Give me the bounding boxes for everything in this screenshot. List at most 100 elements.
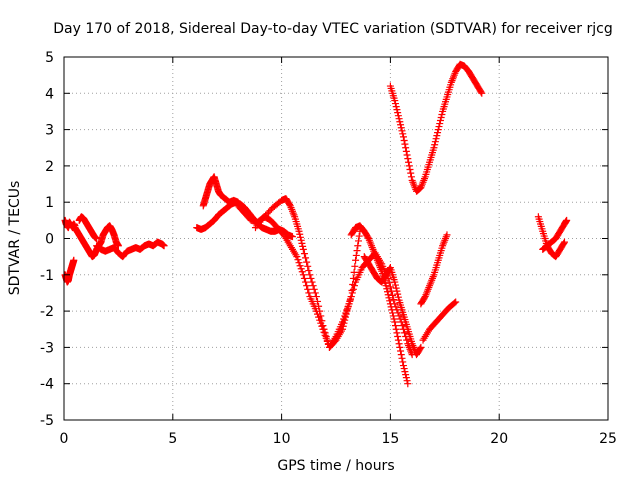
- data-point: [406, 166, 414, 174]
- data-point: [296, 230, 304, 238]
- data-point: [443, 231, 451, 239]
- data-point: [288, 233, 296, 241]
- data-point: [391, 97, 399, 105]
- y-tick-label: -3: [40, 340, 54, 356]
- x-tick-label: 25: [599, 431, 617, 447]
- data-point: [431, 141, 439, 149]
- data-point: [341, 313, 349, 321]
- data-point: [434, 126, 442, 134]
- data-point: [396, 343, 404, 351]
- data-point: [403, 151, 411, 159]
- data-point: [390, 296, 398, 304]
- data-point: [70, 256, 78, 264]
- data-point: [398, 354, 406, 362]
- data-point: [295, 227, 303, 235]
- data-point: [385, 294, 393, 302]
- data-point: [387, 303, 395, 311]
- data-point: [340, 319, 348, 327]
- data-point: [382, 282, 390, 290]
- data-point: [431, 138, 439, 146]
- data-point: [350, 268, 358, 276]
- data-point: [318, 317, 326, 325]
- data-point: [323, 336, 331, 344]
- data-point: [317, 312, 325, 320]
- data-point: [385, 279, 393, 287]
- data-point: [391, 100, 399, 108]
- data-point: [417, 343, 425, 351]
- data-point: [430, 144, 438, 152]
- data-point: [398, 127, 406, 135]
- data-point: [339, 325, 347, 333]
- data-point: [402, 371, 410, 379]
- data-point: [391, 318, 399, 326]
- data-point: [296, 233, 304, 241]
- data-point: [339, 322, 347, 330]
- data-point: [296, 262, 304, 270]
- data-point: [397, 121, 405, 129]
- data-point: [560, 239, 568, 247]
- series-track-g: [199, 173, 242, 210]
- data-point: [383, 288, 391, 296]
- data-point: [394, 109, 402, 117]
- series-track-p: [539, 216, 571, 253]
- data-point: [433, 132, 441, 140]
- data-point: [349, 285, 357, 293]
- data-point: [304, 262, 312, 270]
- y-tick-label: 4: [45, 86, 54, 102]
- series-track-a: [61, 216, 79, 232]
- data-point: [386, 283, 394, 291]
- data-point: [309, 282, 317, 290]
- series-track-b: [61, 256, 78, 286]
- data-point: [351, 262, 359, 270]
- data-point: [315, 302, 323, 310]
- x-axis-label: GPS time / hours: [277, 458, 394, 474]
- data-point: [437, 114, 445, 121]
- data-point: [432, 135, 440, 143]
- data-point: [389, 291, 397, 299]
- data-point: [407, 173, 415, 181]
- data-point: [300, 274, 308, 282]
- data-point: [391, 322, 399, 330]
- data-point: [400, 136, 408, 144]
- data-point: [397, 124, 405, 132]
- data-point: [436, 120, 444, 128]
- data-point: [393, 287, 401, 295]
- data-point: [303, 282, 311, 290]
- data-point: [401, 329, 409, 337]
- series-track-n: [419, 298, 460, 344]
- data-point: [352, 256, 360, 264]
- data-point: [347, 293, 355, 301]
- data-point: [392, 284, 400, 292]
- series-track-k: [360, 253, 425, 359]
- data-point: [393, 329, 401, 337]
- grid: [64, 57, 608, 420]
- y-tick-label: -1: [40, 268, 54, 284]
- data-point: [403, 336, 411, 344]
- y-tick-label: -2: [40, 304, 54, 320]
- data-point: [314, 297, 322, 305]
- y-axis-label: SDTVAR / TECUs: [7, 181, 23, 296]
- data-point: [286, 201, 294, 209]
- data-point: [303, 258, 311, 266]
- y-tick-label: -5: [40, 413, 54, 429]
- data-point: [399, 358, 407, 366]
- data-point: [304, 285, 312, 293]
- x-tick-label: 20: [490, 431, 508, 447]
- data-point: [397, 347, 405, 355]
- data-point: [436, 117, 444, 125]
- data-point: [320, 325, 328, 333]
- data-point: [311, 289, 319, 297]
- data-point: [302, 254, 310, 262]
- data-point: [452, 298, 460, 306]
- data-point: [300, 250, 308, 258]
- x-tick-label: 0: [60, 431, 69, 447]
- series-track-j: [347, 222, 412, 388]
- data-point: [405, 162, 413, 170]
- data-point: [353, 247, 361, 255]
- data-point: [404, 155, 412, 163]
- data-point: [389, 312, 397, 320]
- data-point: [352, 251, 360, 259]
- data-points: [61, 60, 571, 388]
- data-point: [416, 345, 424, 353]
